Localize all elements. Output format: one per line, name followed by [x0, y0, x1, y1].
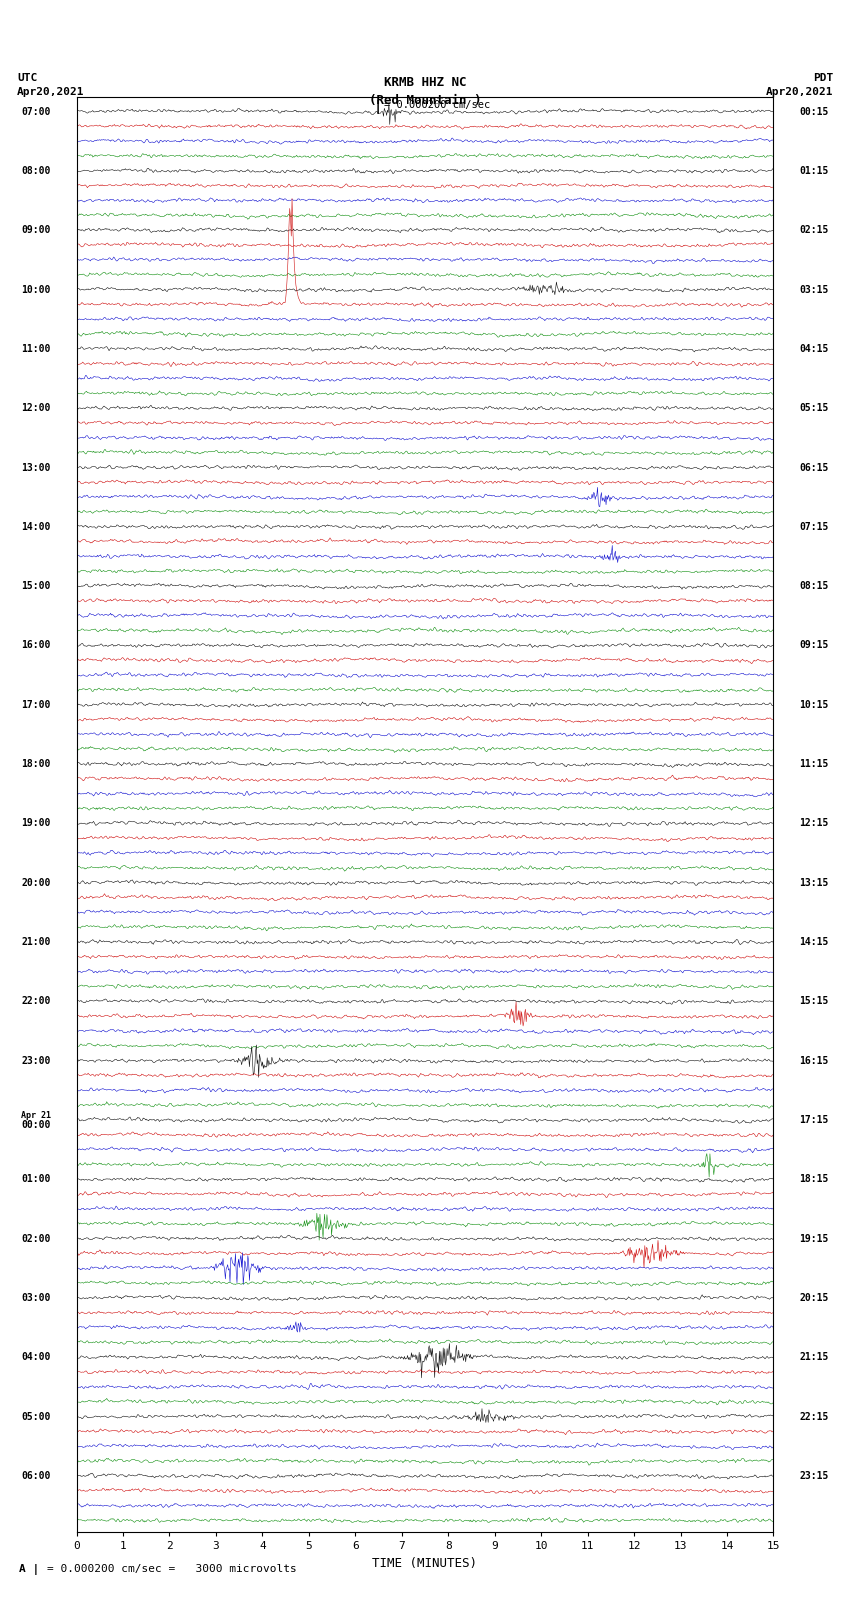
- Text: 15:15: 15:15: [799, 997, 829, 1007]
- Text: 11:15: 11:15: [799, 760, 829, 769]
- Text: 23:15: 23:15: [799, 1471, 829, 1481]
- Text: 13:15: 13:15: [799, 877, 829, 887]
- Text: 21:00: 21:00: [21, 937, 51, 947]
- Text: 05:15: 05:15: [799, 403, 829, 413]
- Text: UTC
Apr20,2021: UTC Apr20,2021: [17, 73, 84, 97]
- Text: 19:00: 19:00: [21, 818, 51, 829]
- Text: 04:15: 04:15: [799, 344, 829, 353]
- Text: 14:00: 14:00: [21, 523, 51, 532]
- Text: 04:00: 04:00: [21, 1352, 51, 1363]
- Text: A |: A |: [19, 1565, 39, 1574]
- Text: 06:00: 06:00: [21, 1471, 51, 1481]
- Text: 06:15: 06:15: [799, 463, 829, 473]
- Text: 11:00: 11:00: [21, 344, 51, 353]
- Text: 21:15: 21:15: [799, 1352, 829, 1363]
- Text: 12:15: 12:15: [799, 818, 829, 829]
- Text: 13:00: 13:00: [21, 463, 51, 473]
- Text: 09:00: 09:00: [21, 226, 51, 235]
- X-axis label: TIME (MINUTES): TIME (MINUTES): [372, 1557, 478, 1569]
- Text: 22:00: 22:00: [21, 997, 51, 1007]
- Text: 00:00: 00:00: [21, 1119, 51, 1129]
- Text: 03:15: 03:15: [799, 284, 829, 295]
- Text: 10:00: 10:00: [21, 284, 51, 295]
- Text: Apr 21: Apr 21: [21, 1111, 51, 1119]
- Text: 18:15: 18:15: [799, 1174, 829, 1184]
- Text: 07:15: 07:15: [799, 523, 829, 532]
- Text: PDT
Apr20,2021: PDT Apr20,2021: [766, 73, 833, 97]
- Text: = 0.000200 cm/sec =   3000 microvolts: = 0.000200 cm/sec = 3000 microvolts: [47, 1565, 297, 1574]
- Text: KRMB HHZ NC
(Red Mountain ): KRMB HHZ NC (Red Mountain ): [369, 76, 481, 106]
- Text: 03:00: 03:00: [21, 1294, 51, 1303]
- Text: 15:00: 15:00: [21, 581, 51, 592]
- Text: 18:00: 18:00: [21, 760, 51, 769]
- Text: 01:15: 01:15: [799, 166, 829, 176]
- Text: 08:00: 08:00: [21, 166, 51, 176]
- Text: 05:00: 05:00: [21, 1411, 51, 1421]
- Text: 09:15: 09:15: [799, 640, 829, 650]
- Text: 12:00: 12:00: [21, 403, 51, 413]
- Text: 16:15: 16:15: [799, 1057, 829, 1066]
- Text: 20:00: 20:00: [21, 877, 51, 887]
- Text: = 0.000200 cm/sec: = 0.000200 cm/sec: [384, 100, 490, 110]
- Text: |: |: [374, 100, 382, 115]
- Text: 02:15: 02:15: [799, 226, 829, 235]
- Text: 08:15: 08:15: [799, 581, 829, 592]
- Text: 00:15: 00:15: [799, 106, 829, 116]
- Text: 02:00: 02:00: [21, 1234, 51, 1244]
- Text: 07:00: 07:00: [21, 106, 51, 116]
- Text: 17:00: 17:00: [21, 700, 51, 710]
- Text: 16:00: 16:00: [21, 640, 51, 650]
- Text: 17:15: 17:15: [799, 1115, 829, 1126]
- Text: 14:15: 14:15: [799, 937, 829, 947]
- Text: 01:00: 01:00: [21, 1174, 51, 1184]
- Text: 20:15: 20:15: [799, 1294, 829, 1303]
- Text: 10:15: 10:15: [799, 700, 829, 710]
- Text: 23:00: 23:00: [21, 1057, 51, 1066]
- Text: 22:15: 22:15: [799, 1411, 829, 1421]
- Text: 19:15: 19:15: [799, 1234, 829, 1244]
